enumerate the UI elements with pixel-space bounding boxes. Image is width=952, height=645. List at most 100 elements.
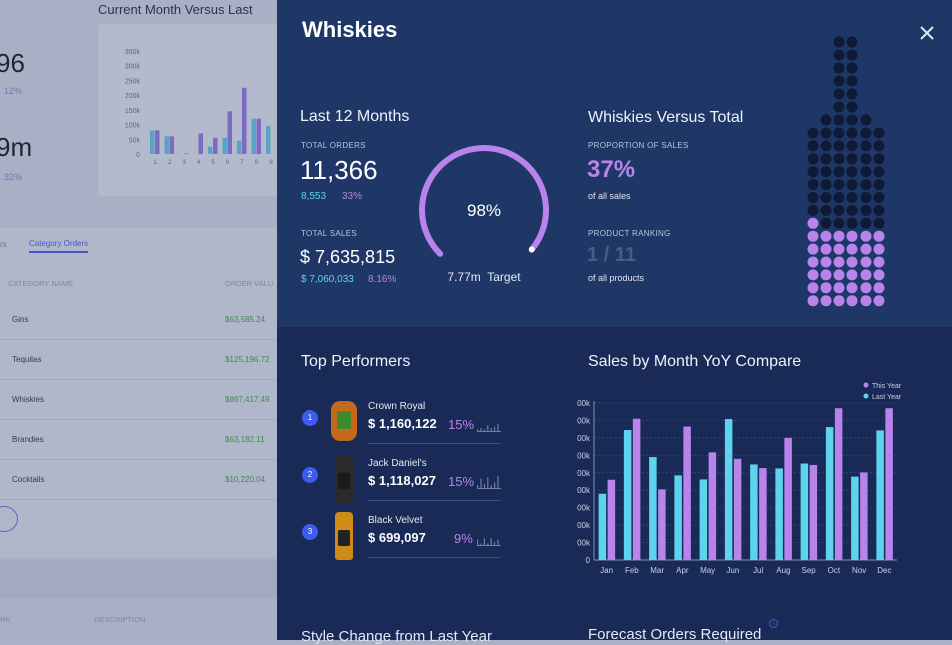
bottle-dot-empty <box>846 140 858 152</box>
bg-bar <box>169 136 174 154</box>
bg-bar <box>150 130 155 154</box>
bg-category-name: Tequilas <box>12 355 42 364</box>
bg-table-row[interactable]: Brandies $63,182.11 <box>0 420 277 460</box>
bottle-dot-empty <box>833 127 845 139</box>
bottle-dot-empty <box>807 192 819 203</box>
bottle-dot-empty <box>846 153 858 165</box>
gauge-percent: 98% <box>466 201 502 220</box>
product-sales: $ 1,160,122 <box>368 416 437 431</box>
bottle-dot-empty <box>833 179 845 191</box>
bg-bar <box>208 146 213 154</box>
bottle-image <box>335 512 353 560</box>
sparkline <box>477 424 501 432</box>
bg-table-row[interactable]: Cocktails $10,220.04 <box>0 460 277 500</box>
rank-badge: 2 <box>302 467 318 483</box>
whiskies-detail-panel: Whiskies Last 12 Months Total Orders 11,… <box>277 0 952 645</box>
y-tick-label: 200k <box>577 521 591 530</box>
product-sales: $ 699,097 <box>368 530 426 545</box>
bottle-dot-filled <box>873 243 885 255</box>
bottle-dot-empty <box>833 75 845 87</box>
x-tick-label: Jul <box>753 566 763 575</box>
bottle-dot-empty <box>833 88 845 100</box>
bottle-dot-empty <box>833 166 845 178</box>
bottle-dot-empty <box>833 192 845 203</box>
bg-tab-category-orders[interactable]: Category Orders <box>29 239 89 253</box>
bg-chart-title: Current Month Versus Last <box>98 2 253 17</box>
bg-bar <box>266 126 271 154</box>
bar-last-year <box>876 430 884 560</box>
product-name: Jack Daniel's <box>368 458 427 469</box>
rank-badge: 1 <box>302 410 318 426</box>
bg-y-tick: 150k <box>125 108 141 115</box>
bg-x-tick: 3 <box>182 160 186 166</box>
proportion-label: Proportion of Sales <box>588 141 689 150</box>
y-tick-label: 100k <box>577 539 591 548</box>
bg-y-tick: 300k <box>125 64 141 71</box>
bottle-dot-filled <box>820 282 832 294</box>
y-tick-label: 0 <box>586 556 591 565</box>
close-icon[interactable] <box>919 25 935 41</box>
total-sales-label: Total Sales <box>301 229 358 238</box>
info-icon[interactable]: i <box>769 619 778 628</box>
bg-tab-1[interactable]: rs <box>0 240 7 249</box>
bg-y-tick: 250k <box>125 78 141 85</box>
bottle-dot-empty <box>860 192 872 203</box>
bg-footer-header: RK <box>0 615 11 624</box>
forecast-orders-heading: Forecast Orders Required <box>588 626 762 643</box>
bg-kpi1: 96 <box>0 48 25 78</box>
bg-y-tick: 50k <box>129 137 141 144</box>
bottle-dot-empty <box>833 62 845 74</box>
bottle-dot-filled <box>807 217 819 229</box>
total-orders-value: 11,366 <box>300 155 378 185</box>
rank-badge: 3 <box>302 524 318 540</box>
bottle-dot-filled <box>820 230 832 242</box>
last-12-months-heading: Last 12 Months <box>300 108 410 125</box>
ranking-label: Product Ranking <box>588 229 671 238</box>
legend-label: This Year <box>872 383 902 390</box>
bottle-dot-filled <box>873 230 885 242</box>
bottle-dot-empty <box>846 75 858 87</box>
bg-y-tick: 200k <box>125 93 141 100</box>
bg-table-row[interactable]: Whiskies $867,417.49 <box>0 380 277 420</box>
bg-x-tick: 2 <box>168 160 172 166</box>
y-tick-label: 700k <box>577 434 591 443</box>
bottle-dot-empty <box>807 153 819 165</box>
y-tick-label: 800k <box>577 416 591 425</box>
bg-kpi2: 9m <box>0 132 33 162</box>
sales-previous: $ 7,060,033 <box>301 274 354 285</box>
bottle-dot-filled <box>860 269 872 281</box>
bottle-dot-empty <box>807 140 819 152</box>
bg-table-row[interactable]: Tequilas $125,196.72 <box>0 340 277 380</box>
bottle-dot-chart <box>807 36 885 307</box>
bar-this-year <box>834 408 843 560</box>
panel-title: Whiskies <box>302 17 398 42</box>
bottle-dot-filled <box>833 295 845 307</box>
bottle-image <box>331 401 357 441</box>
bar-this-year <box>607 479 616 560</box>
bottle-dot-filled <box>820 269 832 281</box>
bg-bar <box>222 137 227 154</box>
bottle-dot-empty <box>846 204 858 216</box>
bottle-dot-empty <box>820 192 832 203</box>
bottle-dot-empty <box>833 114 845 126</box>
x-tick-label: Apr <box>676 566 689 575</box>
bottle-dot-empty <box>846 166 858 178</box>
bg-kpi1-change: 12% <box>4 86 23 96</box>
bottle-dot-empty <box>820 127 832 139</box>
bar-this-year <box>784 437 792 560</box>
bottle-dot-empty <box>846 179 858 191</box>
bg-footer-header: DESCRIPTION <box>94 615 146 624</box>
bottle-dot-empty <box>846 62 858 74</box>
x-tick-label: Sep <box>802 566 817 575</box>
bg-table-row[interactable]: Gins $63,585.24 <box>0 300 277 340</box>
bar-this-year <box>708 452 717 560</box>
bg-order-value: $63,585.24 <box>225 315 266 324</box>
bottle-dot-empty <box>807 127 819 139</box>
bottle-dot-empty <box>833 101 845 113</box>
bg-bar <box>237 140 242 154</box>
bottle-dot-empty <box>860 153 872 165</box>
bg-bar <box>164 136 169 154</box>
bar-this-year <box>658 489 666 560</box>
bar-last-year <box>674 475 682 560</box>
product-share: 9% <box>454 531 473 546</box>
